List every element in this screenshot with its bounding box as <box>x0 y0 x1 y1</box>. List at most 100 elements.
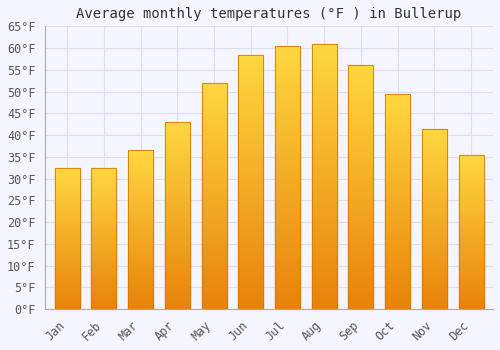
Bar <box>312 84 336 86</box>
Bar <box>385 158 410 160</box>
Bar <box>54 189 80 190</box>
Bar <box>385 199 410 201</box>
Bar <box>348 180 374 182</box>
Bar <box>128 150 153 152</box>
Bar <box>348 275 374 277</box>
Bar <box>128 300 153 301</box>
Bar <box>92 190 116 192</box>
Bar <box>54 218 80 220</box>
Bar <box>54 197 80 199</box>
Bar <box>54 175 80 176</box>
Bar <box>165 270 190 272</box>
Bar <box>165 300 190 302</box>
Bar <box>422 226 447 228</box>
Bar <box>348 139 374 141</box>
Bar <box>165 139 190 141</box>
Bar <box>238 149 263 151</box>
Bar <box>385 182 410 184</box>
Bar <box>165 154 190 156</box>
Bar <box>348 119 374 121</box>
Bar <box>458 258 483 260</box>
Bar <box>54 224 80 226</box>
Bar <box>165 249 190 251</box>
Bar <box>385 122 410 124</box>
Bar <box>54 238 80 240</box>
Bar <box>92 183 116 184</box>
Bar <box>458 193 483 195</box>
Bar <box>165 305 190 307</box>
Bar <box>165 225 190 227</box>
Bar <box>238 144 263 146</box>
Bar <box>54 279 80 281</box>
Bar <box>128 280 153 282</box>
Bar <box>202 207 226 210</box>
Bar <box>92 223 116 224</box>
Bar <box>312 131 336 134</box>
Bar <box>458 304 483 306</box>
Bar <box>275 304 300 306</box>
Bar <box>92 278 116 279</box>
Bar <box>312 214 336 216</box>
Bar <box>54 237 80 238</box>
Bar <box>128 208 153 209</box>
Bar <box>348 155 374 158</box>
Bar <box>165 122 190 309</box>
Bar <box>54 251 80 252</box>
Bar <box>385 176 410 178</box>
Bar <box>385 234 410 236</box>
Bar <box>422 194 447 195</box>
Bar <box>202 196 226 198</box>
Bar <box>422 203 447 204</box>
Bar <box>202 178 226 180</box>
Bar <box>128 191 153 193</box>
Bar <box>54 183 80 184</box>
Bar <box>202 187 226 189</box>
Bar <box>165 178 190 180</box>
Bar <box>458 178 483 179</box>
Bar <box>275 114 300 117</box>
Bar <box>165 223 190 225</box>
Bar <box>275 285 300 288</box>
Bar <box>238 225 263 228</box>
Bar <box>348 175 374 177</box>
Bar <box>385 253 410 255</box>
Bar <box>312 232 336 235</box>
Bar <box>348 202 374 204</box>
Bar <box>385 300 410 302</box>
Bar <box>202 108 226 110</box>
Bar <box>92 203 116 204</box>
Bar <box>202 130 226 133</box>
Bar <box>458 237 483 238</box>
Bar <box>348 165 374 168</box>
Bar <box>54 303 80 305</box>
Bar <box>275 177 300 180</box>
Bar <box>238 133 263 136</box>
Bar <box>385 139 410 141</box>
Bar <box>385 227 410 229</box>
Bar <box>165 188 190 189</box>
Bar <box>385 274 410 277</box>
Bar <box>128 255 153 257</box>
Bar <box>128 226 153 228</box>
Bar <box>312 57 336 60</box>
Bar <box>238 304 263 307</box>
Bar <box>92 199 116 200</box>
Bar <box>385 307 410 309</box>
Bar <box>128 201 153 203</box>
Bar <box>312 139 336 142</box>
Bar <box>202 259 226 261</box>
Bar <box>92 197 116 199</box>
Bar <box>128 233 153 234</box>
Bar <box>54 243 80 244</box>
Bar <box>312 179 336 182</box>
Bar <box>54 209 80 210</box>
Bar <box>312 306 336 309</box>
Bar <box>54 170 80 172</box>
Bar <box>312 182 336 184</box>
Bar <box>312 102 336 105</box>
Bar <box>238 118 263 121</box>
Bar <box>165 272 190 273</box>
Bar <box>128 180 153 182</box>
Bar <box>312 91 336 94</box>
Bar <box>128 209 153 211</box>
